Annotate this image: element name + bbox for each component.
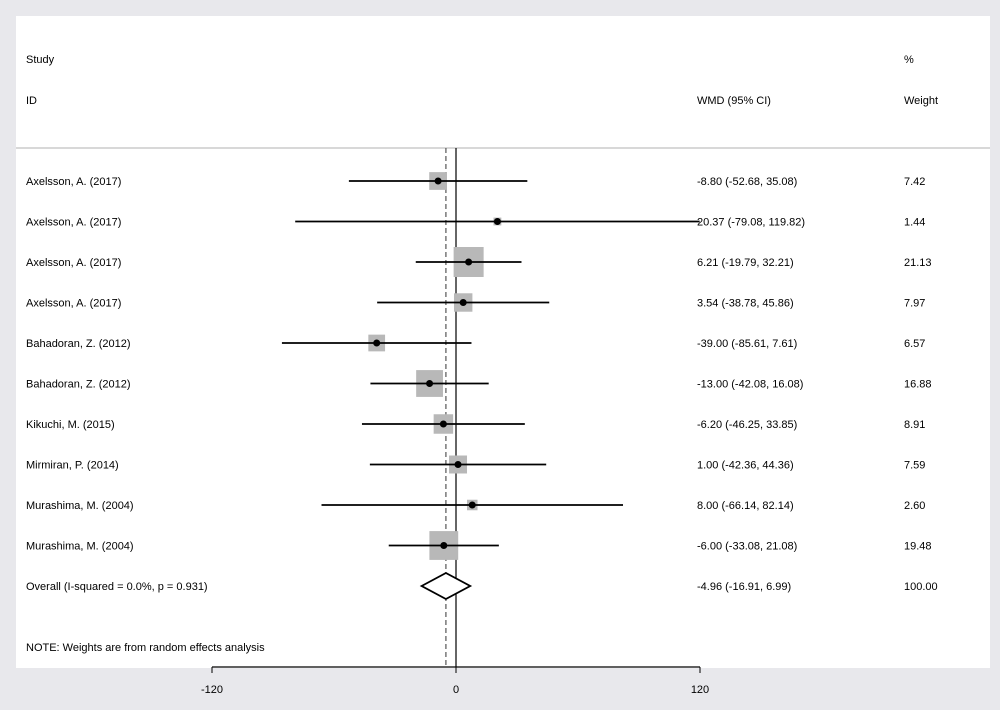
weight-text: 7.59 <box>904 460 925 472</box>
study-label: Bahadoran, Z. (2012) <box>26 338 131 350</box>
header-effect: WMD (95% CI) <box>697 95 771 107</box>
effect-ci-text: -6.00 (-33.08, 21.08) <box>697 541 797 553</box>
header-weight: Weight <box>904 95 938 107</box>
header-pct: % <box>904 54 914 66</box>
weight-text: 2.60 <box>904 500 925 512</box>
header-id: ID <box>26 95 37 107</box>
effect-ci-text: 8.00 (-66.14, 82.14) <box>697 500 794 512</box>
header-study: Study <box>26 54 55 66</box>
point-estimate <box>440 542 448 549</box>
weight-text: 19.48 <box>904 541 932 553</box>
effect-ci-text: 20.37 (-79.08, 119.82) <box>697 217 805 229</box>
weight-text: 1.44 <box>904 217 925 229</box>
overall-label: Overall (I-squared = 0.0%, p = 0.931) <box>26 581 208 593</box>
weight-text: 7.97 <box>904 298 925 310</box>
study-label: Axelsson, A. (2017) <box>26 257 121 269</box>
point-estimate <box>373 339 381 347</box>
study-label: Bahadoran, Z. (2012) <box>26 379 131 391</box>
overall-weight-text: 100.00 <box>904 581 938 593</box>
effect-ci-text: 6.21 (-19.79, 32.21) <box>697 257 794 269</box>
weight-text: 6.57 <box>904 338 925 350</box>
point-estimate <box>454 461 462 468</box>
point-estimate <box>426 380 434 387</box>
effect-ci-text: 1.00 (-42.36, 44.36) <box>697 460 794 472</box>
effect-ci-text: -13.00 (-42.08, 16.08) <box>697 379 803 391</box>
weight-text: 21.13 <box>904 257 932 269</box>
overall-diamond <box>419 571 473 601</box>
x-tick-label: 0 <box>453 684 459 696</box>
point-estimate <box>434 177 442 185</box>
point-estimate <box>493 218 501 225</box>
point-estimate <box>459 299 467 306</box>
x-tick-label: 120 <box>691 684 709 696</box>
weight-text: 16.88 <box>904 379 932 391</box>
study-label: Axelsson, A. (2017) <box>26 298 121 310</box>
plot-panel <box>16 16 990 668</box>
weight-text: 7.42 <box>904 176 925 188</box>
overall-effect-ci-text: -4.96 (-16.91, 6.99) <box>697 581 791 593</box>
effect-ci-text: 3.54 (-38.78, 45.86) <box>697 298 794 310</box>
study-label: Murashima, M. (2004) <box>26 541 134 553</box>
study-label: Kikuchi, M. (2015) <box>26 419 115 431</box>
weight-text: 8.91 <box>904 419 925 431</box>
point-estimate <box>439 420 447 428</box>
point-estimate <box>465 258 473 266</box>
point-estimate <box>468 501 476 509</box>
study-label: Mirmiran, P. (2014) <box>26 460 119 472</box>
x-tick-label: -120 <box>201 684 223 696</box>
effect-ci-text: -8.80 (-52.68, 35.08) <box>697 176 797 188</box>
effect-ci-text: -39.00 (-85.61, 7.61) <box>697 338 797 350</box>
effect-ci-text: -6.20 (-46.25, 33.85) <box>697 419 797 431</box>
footnote: NOTE: Weights are from random effects an… <box>26 642 265 654</box>
study-label: Murashima, M. (2004) <box>26 500 134 512</box>
study-label: Axelsson, A. (2017) <box>26 217 121 229</box>
study-label: Axelsson, A. (2017) <box>26 176 121 188</box>
